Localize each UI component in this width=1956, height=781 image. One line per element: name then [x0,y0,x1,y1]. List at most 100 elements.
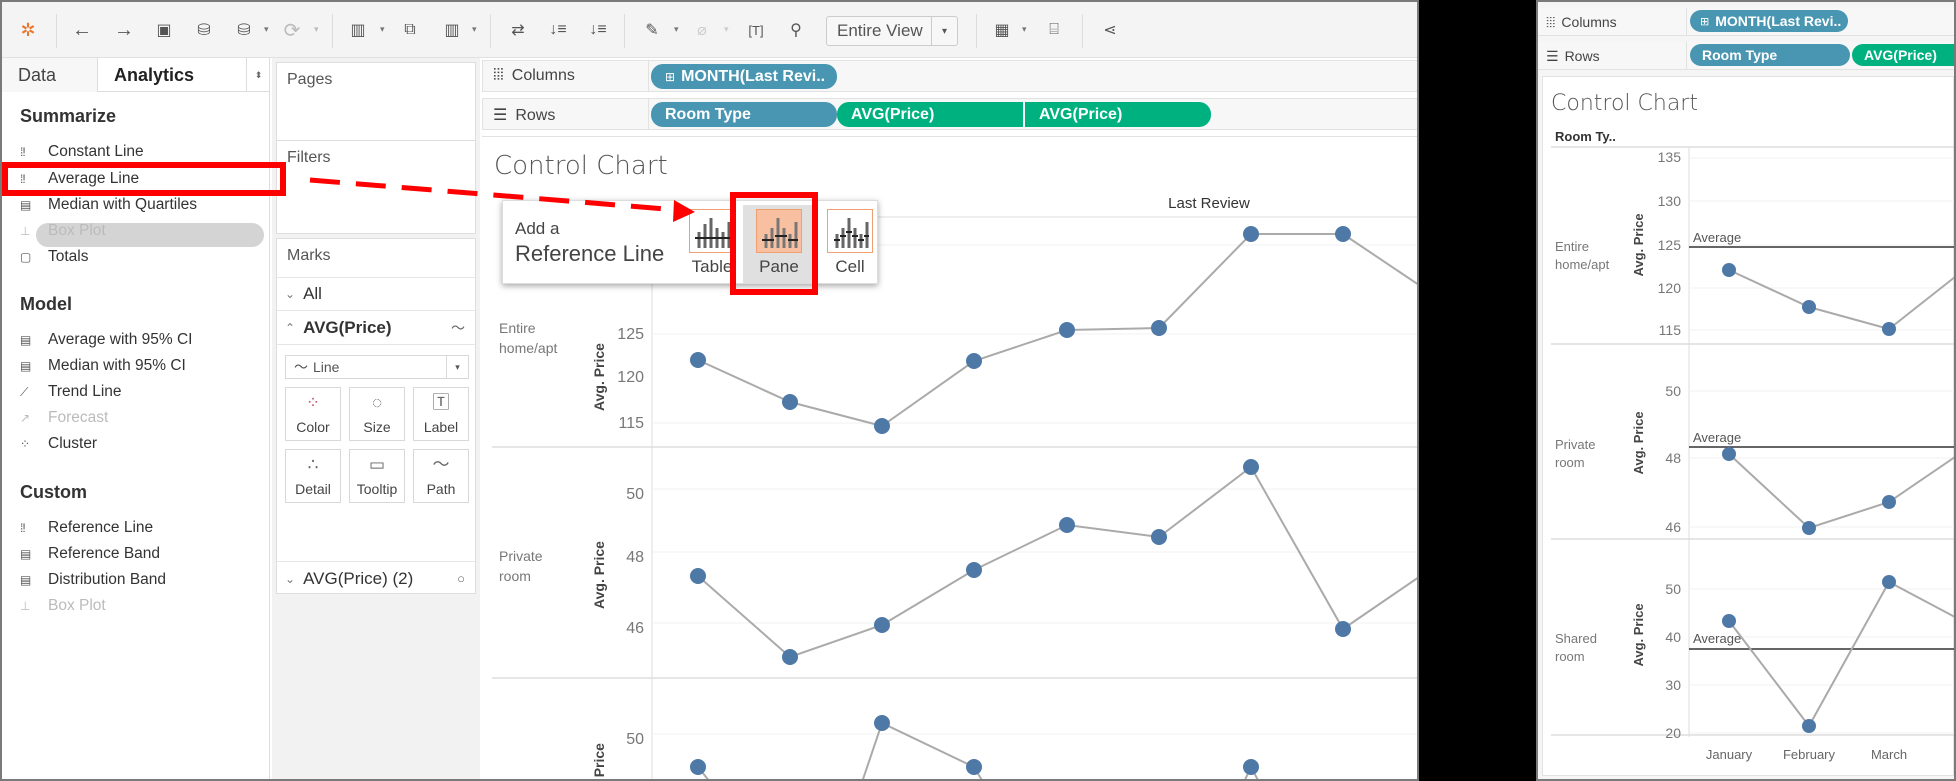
back-icon[interactable]: ← [72,18,92,41]
item-average-ci[interactable]: ▤ Average with 95% CI [20,328,192,352]
drop-pane[interactable]: Pane [743,205,815,283]
x-tick-february: February [1782,747,1836,762]
column-header: Last Review [1168,195,1250,212]
color-button[interactable]: ⁘ Color [285,387,341,441]
save-icon[interactable]: ▣ [156,22,172,39]
tab-scroll-icon[interactable]: ⬍ [246,58,270,92]
refresh-icon[interactable]: ⟳ [283,19,301,42]
fit-select[interactable]: Entire View ▾ [826,16,958,46]
duplicate-sheet-icon[interactable]: ⧉ [404,21,416,38]
show-labels-icon[interactable]: [T] [748,22,764,38]
item-totals[interactable]: ▢ Totals [20,245,89,269]
item-median-quartiles[interactable]: ▤ Median with Quartiles [20,193,197,217]
drop-table[interactable]: Table [681,205,743,283]
table-scope-icon [689,209,735,253]
item-forecast[interactable]: ↗ Forecast [20,406,108,430]
item-label: Distribution Band [48,571,167,588]
band-icon: ▤ [20,359,31,373]
pill-room-type[interactable]: Room Type [1690,44,1850,66]
reference-line-icon: ⁞! [20,172,26,186]
annotation-box-average-line [2,162,286,196]
measure-label: AVG(Price) (2) [303,568,414,588]
sort-descending-icon[interactable]: ↓≡ [589,21,607,38]
pill-avg-price[interactable]: AVG(Price) [1852,44,1954,66]
columns-label: ⦙⦙⦙ Columns [1546,14,1617,31]
section-summarize: Summarize [20,106,117,126]
svg-text:Avg. Price: Avg. Price [591,743,607,781]
item-trend-line[interactable]: ⟋ Trend Line [20,380,122,404]
pane-scope-icon [756,209,802,253]
item-reference-line[interactable]: ⁞! Reference Line [20,516,153,540]
presentation-icon[interactable]: ⌸ [1049,21,1059,38]
item-box-plot-custom[interactable]: ⊥ Box Plot [20,594,106,618]
item-label: Forecast [48,409,109,426]
pill-label: MONTH(Last Revi.. [1715,13,1842,29]
control-chart-with-average[interactable]: 135 130 125 120 115 50 48 46 50 40 30 20 Entire ho… [1543,77,1955,777]
item-cluster[interactable]: ⁘ Cluster [20,432,97,456]
viz-title: Control Chart [1551,91,1698,116]
show-me-dropdown-icon[interactable]: ▾ [1022,24,1027,34]
rows-shelf[interactable]: ☰ Rows Room Type AVG(Price) [1538,42,1954,70]
svg-text:20: 20 [1665,725,1681,741]
refresh-dropdown-icon[interactable]: ▾ [314,24,319,34]
size-button[interactable]: ◌ Size [349,387,405,441]
marks-all[interactable]: ⌄ All [277,277,475,311]
item-average-line[interactable]: ⁞! Average Line [20,167,139,191]
marks-avg-price-2[interactable]: ⌄ AVG(Price) (2) ○ [277,561,475,595]
forward-icon[interactable]: → [114,18,134,41]
highlight-icon[interactable]: ✎ [645,22,659,39]
clear-dropdown-icon[interactable]: ▾ [472,24,477,34]
new-datasource-icon[interactable]: ⛁ [197,22,211,39]
svg-text:125: 125 [617,326,644,343]
tableau-logo-icon[interactable]: ✲ [20,19,36,40]
group-icon[interactable]: ⌀ [697,22,707,39]
pill-month-last-review[interactable]: ⊞ MONTH(Last Revi.. [651,64,837,89]
filters-card[interactable]: Filters [276,140,476,234]
button-label: Color [296,419,330,435]
group-dropdown-icon[interactable]: ▾ [724,24,729,34]
rows-icon: ☰ [493,107,508,124]
option-label: Cell [835,257,865,276]
detail-button[interactable]: ∴ Detail [285,449,341,503]
pill-avg-price-2[interactable]: AVG(Price) [1025,102,1211,127]
new-worksheet-icon[interactable]: ▥ [350,22,366,39]
tab-data[interactable]: Data [2,58,98,92]
color-icon: ⁘ [305,393,321,412]
tab-analytics[interactable]: Analytics [114,64,195,85]
drop-cell[interactable]: Cell [819,205,881,283]
sort-ascending-icon[interactable]: ↓≡ [549,21,567,38]
marks-avg-price[interactable]: ⌃ AVG(Price) 〜 [277,311,475,345]
columns-shelf[interactable]: ⦙⦙⦙ Columns ⊞ MONTH(Last Revi.. [482,60,1417,92]
item-reference-band[interactable]: ▤ Reference Band [20,542,160,566]
path-button[interactable]: 〜 Path [413,449,469,503]
label-button[interactable]: 🅃 Label [413,387,469,441]
button-label: Size [363,419,391,435]
clear-sheet-icon[interactable]: ▥ [444,22,460,39]
pill-month-last-review[interactable]: ⊞ MONTH(Last Revi.. [1690,10,1848,32]
item-distribution-band[interactable]: ▤ Distribution Band [20,568,166,592]
tooltip-icon: ▭ [368,455,386,474]
mark-type-select[interactable]: 〜 Line ▾ [285,355,469,379]
item-constant-line[interactable]: ⁞! Constant Line [20,140,144,164]
pause-dropdown-icon[interactable]: ▾ [264,24,269,34]
pill-room-type[interactable]: Room Type [651,102,837,127]
detail-icon: ∴ [307,455,319,474]
pause-updates-icon[interactable]: ⛁ [237,22,251,39]
x-tick-march: March [1870,747,1908,762]
tooltip-button[interactable]: ▭ Tooltip [349,449,405,503]
svg-text:50: 50 [1665,581,1681,597]
item-box-plot[interactable]: ⊥ Box Plot [20,219,106,243]
share-icon[interactable]: ⋖ [1103,22,1117,39]
fix-axes-icon[interactable]: ⚲ [790,22,802,39]
button-label: Tooltip [356,481,398,497]
show-me-icon[interactable]: ▦ [994,22,1010,39]
pill-avg-price-1[interactable]: AVG(Price) [837,102,1023,127]
rows-shelf[interactable]: ☰ Rows Room Type AVG(Price) AVG(Price) [482,98,1417,130]
item-median-ci[interactable]: ▤ Median with 95% CI [20,354,186,378]
swap-rows-columns-icon[interactable]: ⇄ [511,22,525,39]
columns-shelf[interactable]: ⦙⦙⦙ Columns ⊞ MONTH(Last Revi.. [1538,8,1954,36]
columns-icon: ⦙⦙⦙ [1546,14,1556,30]
new-worksheet-dropdown-icon[interactable]: ▾ [380,24,385,34]
highlight-dropdown-icon[interactable]: ▾ [674,24,679,34]
control-chart[interactable]: Last Review 125 120 115 50 48 46 50 Entire ho… [482,137,1419,781]
